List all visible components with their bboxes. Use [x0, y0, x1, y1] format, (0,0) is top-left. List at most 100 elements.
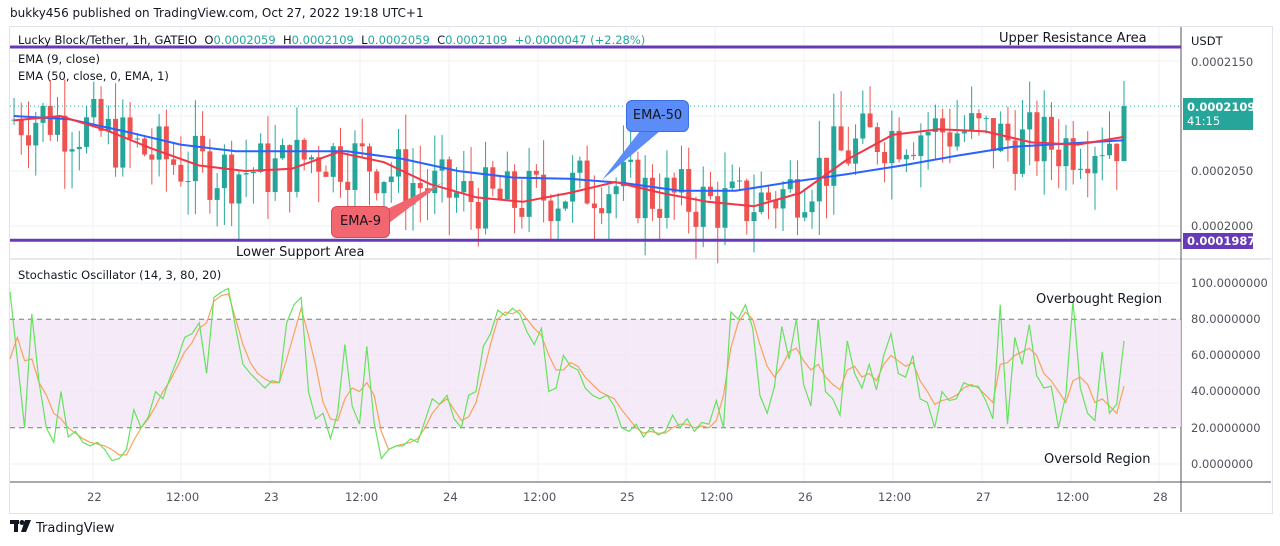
candle-body	[787, 179, 793, 190]
candle-body	[519, 207, 525, 217]
ema9-line	[13, 114, 1125, 208]
candle-body	[26, 135, 32, 146]
candle-body	[1106, 143, 1112, 156]
price-tick: 0.0002000	[1191, 219, 1254, 233]
candle-body	[156, 126, 162, 160]
candle-body	[468, 181, 474, 202]
candle-body	[599, 208, 605, 214]
candle-body	[954, 133, 960, 147]
time-tick: 24	[443, 490, 458, 504]
candle-body	[1114, 143, 1120, 162]
ema50-legend[interactable]: EMA (50, close, 0, EMA, 1)	[18, 69, 169, 83]
candle-body	[47, 105, 53, 135]
candle-body	[758, 192, 764, 213]
candle-body	[163, 126, 169, 160]
candle-body	[802, 212, 808, 218]
candle-body	[620, 161, 626, 187]
candle-body	[1005, 123, 1011, 141]
candle-body	[628, 159, 634, 162]
candle-body	[824, 157, 830, 186]
candle-body	[664, 177, 670, 218]
candle-body	[337, 146, 343, 182]
candle-body	[874, 127, 880, 153]
symbol-title[interactable]: Lucky Block/Tether, 1h, GATEIO	[18, 33, 198, 47]
candle-body	[969, 113, 975, 132]
stochastic-legend[interactable]: Stochastic Oscillator (14, 3, 80, 20)	[18, 268, 222, 282]
open-value: 0.0002059	[213, 33, 276, 47]
candle-body	[69, 149, 75, 152]
candle-body	[838, 126, 844, 151]
candle-body	[439, 159, 445, 171]
candle-body	[178, 164, 184, 182]
candle-body	[1034, 112, 1040, 162]
candle-body	[475, 201, 481, 229]
candle-body	[613, 186, 619, 195]
candle-body	[497, 188, 503, 200]
price-tick: 0.0002150	[1191, 55, 1254, 69]
time-tick: 12:00	[345, 490, 379, 504]
candle-body	[330, 146, 336, 177]
candle-body	[504, 171, 510, 200]
candle-body	[1048, 116, 1054, 150]
candle-body	[1027, 112, 1033, 130]
candle-body	[903, 154, 909, 160]
candle-body	[105, 118, 111, 131]
time-tick: 28	[1153, 490, 1168, 504]
candle-body	[454, 192, 460, 198]
candle-body	[40, 105, 46, 123]
candle-body	[171, 159, 177, 165]
tradingview-logo-icon	[10, 520, 32, 536]
candle-body	[1077, 168, 1083, 170]
candle-body	[896, 130, 902, 160]
candle-body	[446, 159, 452, 198]
candle-body	[236, 174, 242, 204]
candle-body	[127, 117, 133, 139]
ema9-callout-pointer	[385, 183, 442, 226]
candle-body	[700, 186, 706, 227]
candle-body	[120, 117, 126, 168]
candle-body	[388, 176, 394, 183]
candle-body	[396, 149, 402, 177]
stoch-tick: 80.0000000	[1191, 312, 1261, 326]
candle-body	[744, 180, 750, 222]
ema9-legend[interactable]: EMA (9, close)	[18, 52, 100, 66]
candle-body	[149, 154, 155, 160]
candle-body	[490, 167, 496, 189]
candle-body	[243, 173, 249, 175]
stoch-tick: 60.0000000	[1191, 348, 1261, 362]
candle-body	[657, 208, 663, 218]
candle-body	[272, 158, 278, 193]
candle-body	[1099, 155, 1105, 157]
candle-body	[548, 200, 554, 222]
candle-body	[1092, 155, 1098, 174]
ema50-callout: EMA-50	[626, 100, 689, 132]
candle-body	[512, 171, 518, 208]
candle-body	[795, 179, 801, 218]
candle-body	[214, 188, 220, 200]
time-tick: 23	[264, 490, 279, 504]
candle-body	[308, 157, 314, 160]
candle-body	[751, 212, 757, 222]
candle-body	[533, 170, 539, 175]
candle-body	[998, 123, 1004, 152]
candle-body	[932, 118, 938, 133]
candle-body	[671, 177, 677, 193]
candle-body	[635, 159, 641, 219]
time-tick: 25	[620, 490, 635, 504]
candle-body	[860, 113, 866, 139]
candle-body	[403, 149, 409, 205]
candle-body	[577, 160, 583, 173]
candle-body	[352, 143, 358, 190]
candle-body	[555, 208, 561, 222]
candle-body	[1056, 149, 1062, 167]
candle-body	[185, 181, 191, 183]
candle-body	[990, 118, 996, 152]
upper-resistance-label: Upper Resistance Area	[999, 31, 1147, 46]
candle-body	[591, 203, 597, 209]
candle-body	[1012, 140, 1018, 174]
candle-body	[889, 130, 895, 164]
tradingview-logo[interactable]: TradingView	[10, 520, 115, 536]
candle-body	[766, 192, 772, 201]
candle-body	[134, 138, 140, 140]
